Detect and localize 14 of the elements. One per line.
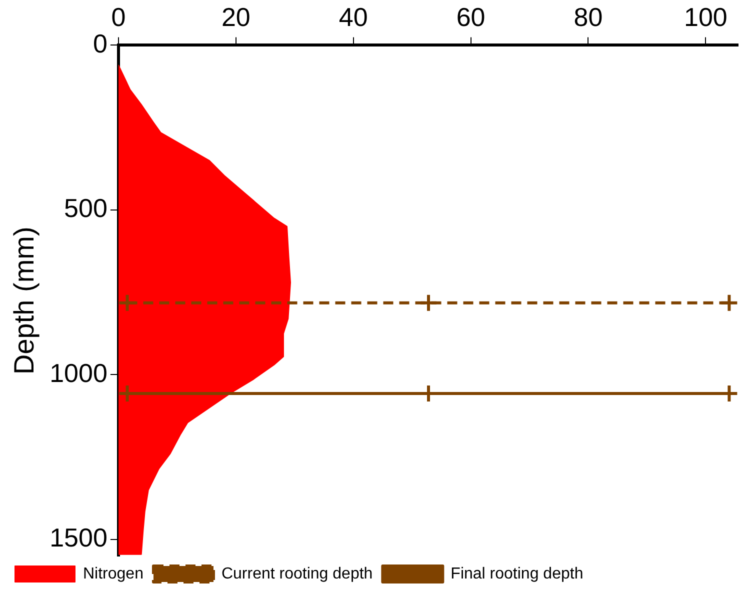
x-tick-label: 20 xyxy=(221,2,250,32)
y-tick-label: 1000 xyxy=(50,358,108,388)
legend-label: Current rooting depth xyxy=(221,565,373,582)
x-tick-label: 0 xyxy=(111,2,126,32)
legend-label: Nitrogen xyxy=(83,565,144,582)
y-tick-label: 500 xyxy=(64,193,108,224)
y-axis-title: Depth (mm) xyxy=(8,226,40,374)
x-tick-label: 40 xyxy=(338,2,368,32)
x-tick-label: 100 xyxy=(684,2,728,32)
y-tick-label: 0 xyxy=(92,28,108,58)
x-tick-label: 60 xyxy=(456,2,486,32)
legend-label: Final rooting depth xyxy=(450,565,584,582)
y-tick-label: 1500 xyxy=(50,522,108,553)
x-tick-label: 80 xyxy=(574,2,603,32)
